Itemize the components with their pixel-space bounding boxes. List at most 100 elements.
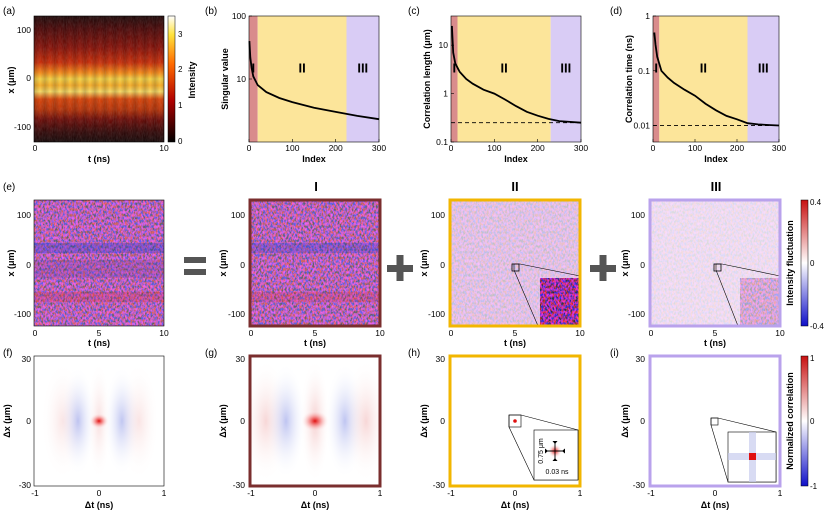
fluctuation-colorbar-bar [800,199,809,327]
eIII-ytick-100: 100 [631,210,645,220]
eIII-xtick-10: 10 [775,328,785,338]
h-xtick-1: 1 [578,488,583,498]
plus-operator-2 [590,255,616,281]
e-xlabel: t (ns) [88,338,110,348]
i-inset-peak [749,453,756,460]
e-title-II: II [511,179,518,194]
panel-label-d: (d) [610,6,622,17]
c-regime-label-2: II [500,61,507,76]
eI-ytick-100: 100 [231,210,245,220]
c-xtick-label-1: 100 [487,143,501,153]
d-ytick-label-2: 0.01 [633,121,650,131]
b-xtick-label-2: 200 [329,143,343,153]
b-ytick-label-1: 10 [237,74,247,84]
c-regime-band-2 [457,16,551,142]
e-ytick--100: -100 [14,309,31,319]
h-xlabel: Δt (ns) [501,500,529,510]
fluctuation-map-total-frame [33,199,165,327]
f-cbar-tick-mid: 0 [810,417,815,426]
correlation-map-regime-I-frame [248,354,382,488]
a-cbar-tick-0: 0 [178,137,183,146]
eI-ylabel: x (μm) [218,249,228,276]
b-regime-label-1: I [252,61,256,76]
fluctuation-map-total-noise [34,200,164,326]
eIII-xlabel: t (ns) [704,338,726,348]
i-xtick-1: 1 [778,488,783,498]
b-xtick-label-3: 300 [372,143,386,153]
eII-xtick-10: 10 [575,328,585,338]
correlation-map-regime-III-frame [648,354,782,488]
a-xtick-0: 0 [33,143,38,153]
b-regime-label-3: III [357,61,368,76]
eI-xlabel: t (ns) [304,338,326,348]
eII-ytick-0: 0 [440,260,445,270]
i-ylabel: Δx (μm) [620,404,630,437]
panel-h: 0.75 μm 0.03 ns 30 0 -30 -1 0 1 Δt (ns) … [419,354,583,510]
eII-ytick--100: -100 [428,309,445,319]
c-xlabel: Index [504,154,528,164]
b-ylabel: Singular value [220,48,230,110]
panel-e: 100 0 -100 0 5 10 t (ns) x (μm) [6,199,169,348]
a-ylabel: x (μm) [6,66,16,93]
correlation-map-total-frame [33,355,165,487]
corr-g-center-peak [301,410,329,432]
eII-xtick-5: 5 [513,328,518,338]
h-ytick-0: 0 [440,416,445,426]
eII-ytick-100: 100 [431,210,445,220]
f-ylabel: Δx (μm) [2,404,12,437]
d-plot-frame [652,15,780,143]
panel-label-i: (i) [610,348,619,359]
eIII-ytick--100: -100 [628,309,645,319]
panel-label-a: (a) [3,6,15,17]
panel-label-e: (e) [3,182,15,193]
corr-g-blue-lobe-left [266,363,306,479]
a-xtick-10: 10 [159,143,169,153]
correlation-map-regime-II-frame [448,354,582,488]
h-xtick-0: 0 [513,488,518,498]
regime-II-inset-map-noise [540,278,580,326]
d-xlabel: Index [704,154,728,164]
d-regime-label-1: I [654,61,658,76]
plus-operator-1 [387,255,413,281]
panel-label-b: (b) [205,6,217,17]
correlation-colorbar-bar [800,355,809,487]
d-xtick-label-1: 100 [688,143,702,153]
c-xtick-label-0: 0 [449,143,454,153]
a-cbar-tick-1: 1 [178,101,183,110]
correlation-colorbar: 1 0 -1 Normalized correlation [785,354,818,491]
panel-label-g: (g) [205,348,217,359]
e-xtick-5: 5 [97,328,102,338]
f-ytick-30: 30 [22,354,32,364]
intensity-heatmap-stripes [34,16,164,142]
b-regime-band-3 [346,16,379,142]
regime-III-frame [648,198,782,328]
d-regime-label-3: III [758,61,769,76]
corr-h-center-dot [513,419,517,423]
intensity-colorbar [167,15,176,143]
g-xtick-0: 0 [313,488,318,498]
a-cbar-label: Intensity [187,61,197,98]
i-ytick--30: -30 [633,480,646,490]
i-xtick--1: -1 [647,488,655,498]
regime-II-zoom-box [511,263,520,272]
regime-I-frame [248,198,382,328]
panel-e-regime-III: III 100 0 -100 0 5 10 t (ns) x (μm) [620,179,785,348]
f-ytick--30: -30 [19,480,32,490]
panel-label-f: (f) [3,348,12,359]
panel-g: 30 0 -30 -1 0 1 Δt (ns) Δx (μm) [218,354,388,510]
g-ytick--30: -30 [233,480,246,490]
eI-ytick--100: -100 [228,309,245,319]
f-xtick--1: -1 [31,488,39,498]
d-regime-label-2: II [700,61,707,76]
f-xtick-0: 0 [97,488,102,498]
c-ylabel: Correlation length (μm) [422,29,432,129]
e-ylabel: x (μm) [6,249,16,276]
d-ytick-label-0: 1 [645,11,650,21]
d-ytick-label-1: 0.1 [638,66,650,76]
b-regime-band-1 [249,16,258,142]
a-ytick-100: 100 [17,25,31,35]
h-inset-length-label: 0.75 μm [538,438,545,464]
